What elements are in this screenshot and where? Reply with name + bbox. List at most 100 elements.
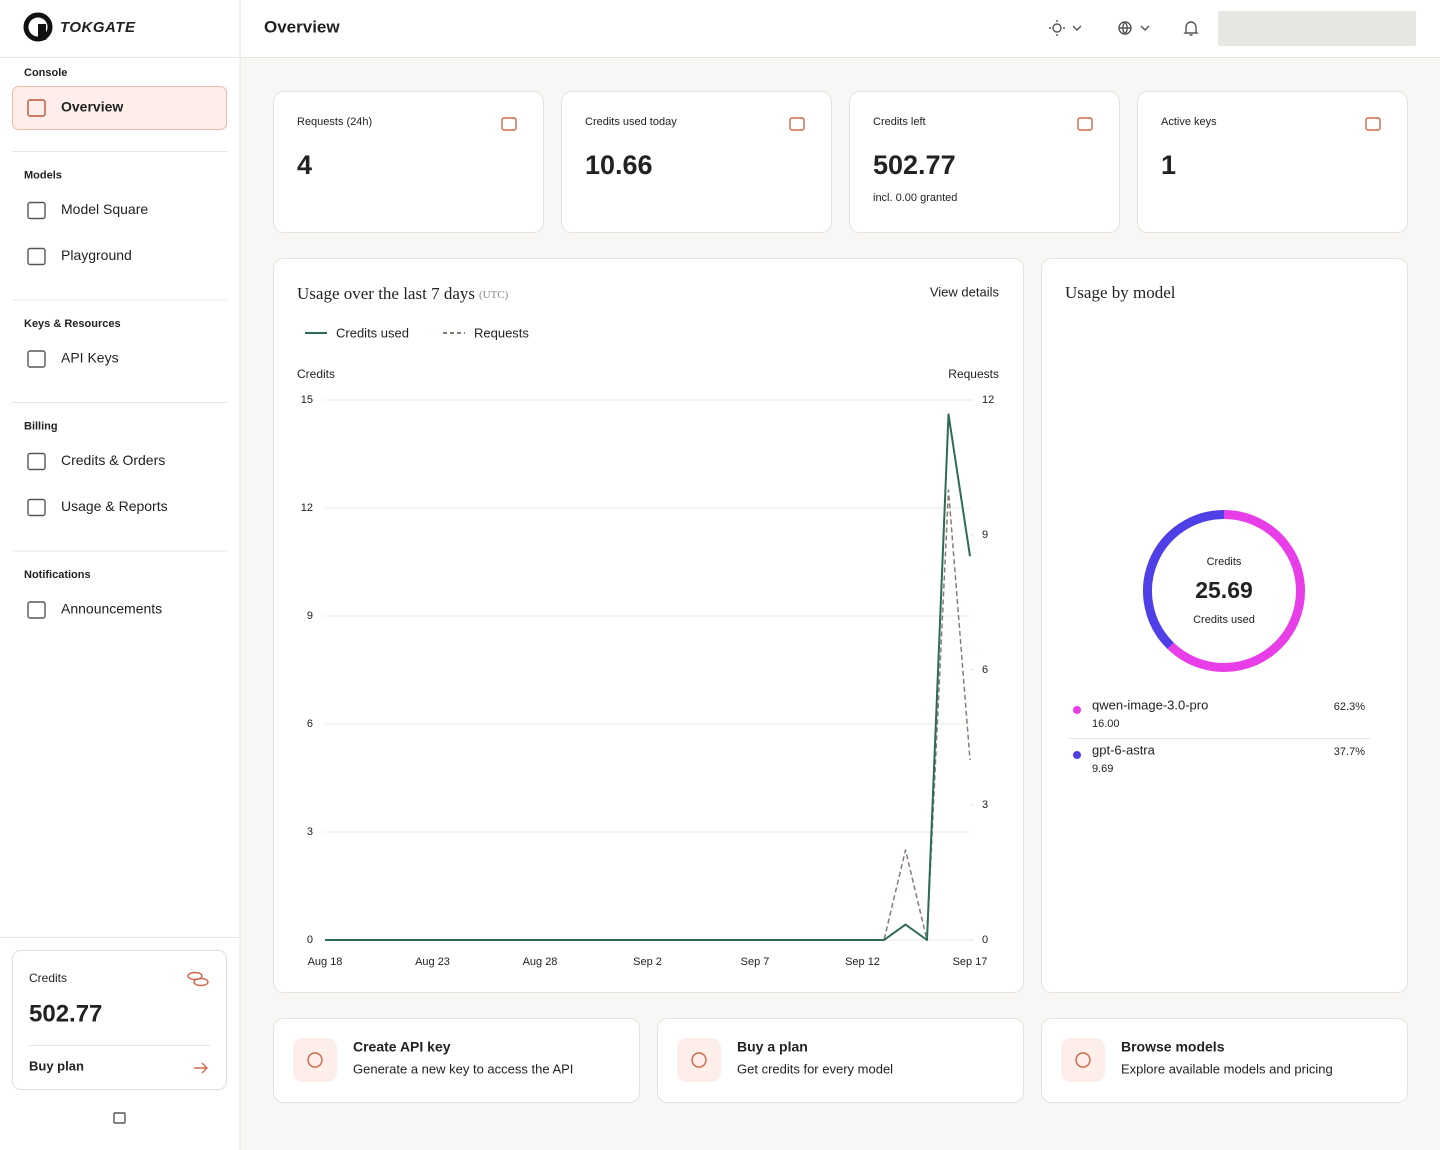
nav-section-label: Notifications <box>24 569 91 581</box>
nav-item[interactable]: Playground <box>61 247 132 263</box>
stat-value: 502.77 <box>873 150 956 180</box>
brand: TOKGATE <box>60 19 136 36</box>
model-percent: 37.7% <box>1334 746 1365 758</box>
nav-item[interactable]: Usage & Reports <box>61 498 168 514</box>
chart-title-note: (UTC) <box>479 289 509 301</box>
x-tick-label: Sep 17 <box>953 956 988 968</box>
nav-section-label: Console <box>24 67 67 79</box>
donut-total: 25.69 <box>1195 577 1253 603</box>
view-details-link[interactable]: View details <box>930 284 1000 299</box>
stat-label: Active keys <box>1161 116 1217 128</box>
y-tick-label: 15 <box>301 394 313 406</box>
y2-tick-label: 3 <box>982 799 988 811</box>
x-tick-label: Sep 7 <box>741 956 770 968</box>
nav-item[interactable]: Announcements <box>61 601 162 617</box>
x-tick-label: Aug 28 <box>523 956 558 968</box>
stat-icon <box>1365 117 1381 131</box>
x-tick-label: Sep 2 <box>633 956 662 968</box>
action-text: Get credits for every model <box>737 1061 893 1076</box>
nav-active-bg[interactable] <box>12 86 227 130</box>
nav-icon <box>27 498 46 517</box>
stat-value: 4 <box>297 150 312 180</box>
legend-label: Requests <box>474 325 529 340</box>
action-icon <box>691 1052 707 1068</box>
nav-section-label: Models <box>24 169 62 181</box>
chart-card <box>273 258 1024 993</box>
y-axis-label: Credits <box>297 367 335 381</box>
notifications-button[interactable] <box>1183 21 1199 36</box>
action-title[interactable]: Browse models <box>1121 1039 1225 1055</box>
account-placeholder[interactable] <box>1218 11 1416 46</box>
action-icon <box>1075 1052 1091 1068</box>
action-icon-bg <box>1061 1038 1105 1082</box>
action-card[interactable] <box>273 1018 640 1103</box>
y2-tick-label: 6 <box>982 664 988 676</box>
collapse-sidebar[interactable] <box>113 1112 126 1124</box>
credits-label: Credits <box>29 971 67 985</box>
action-card[interactable] <box>1041 1018 1408 1103</box>
model-credits: 16.00 <box>1092 718 1120 730</box>
nav-item[interactable]: Overview <box>61 99 123 115</box>
series-line <box>325 413 971 941</box>
stat-icon <box>789 117 805 131</box>
stat-card <box>273 91 544 233</box>
nav-icon <box>27 247 46 266</box>
stat-card <box>849 91 1120 233</box>
arrow-icon[interactable] <box>194 1062 208 1074</box>
donut-center-label: Credits <box>1207 556 1242 568</box>
model-percent: 62.3% <box>1334 701 1365 713</box>
y2-tick-label: 0 <box>982 934 988 946</box>
nav-icon <box>27 601 46 619</box>
action-card[interactable] <box>657 1018 1024 1103</box>
legend-label: Credits used <box>336 325 409 340</box>
logo <box>23 12 53 42</box>
nav-icon <box>27 350 46 368</box>
stat-icon <box>501 117 517 131</box>
nav-section-label: Billing <box>24 420 58 432</box>
language-toggle[interactable] <box>1118 21 1150 35</box>
donut-slice <box>1167 510 1305 672</box>
stat-value: 1 <box>1161 150 1176 180</box>
stat-label: Credits left <box>873 116 926 128</box>
y-tick-label: 9 <box>307 610 313 622</box>
donut-slice <box>1143 510 1225 650</box>
theme-toggle[interactable] <box>1049 20 1082 36</box>
nav-item[interactable]: Model Square <box>61 201 148 217</box>
y2-tick-label: 9 <box>982 529 988 541</box>
buy-plan[interactable]: Buy plan <box>29 1058 84 1073</box>
donut-total-label: Credits used <box>1193 614 1255 626</box>
stat-card <box>1137 91 1408 233</box>
credits-value: 502.77 <box>29 1000 102 1027</box>
action-icon-bg <box>293 1038 337 1082</box>
legend-dot <box>1073 706 1081 714</box>
nav-item[interactable]: Credits & Orders <box>61 452 165 468</box>
nav-icon <box>27 452 46 471</box>
action-title[interactable]: Create API key <box>353 1039 451 1055</box>
page-title: Overview <box>264 17 340 36</box>
y2-axis-label: Requests <box>948 367 999 381</box>
stat-icon <box>1077 117 1093 131</box>
chart-title: Usage over the last 7 days (UTC) <box>297 284 509 303</box>
stat-label: Credits used today <box>585 116 677 128</box>
stat-card <box>561 91 832 233</box>
y-tick-label: 6 <box>307 718 313 730</box>
x-tick-label: Aug 23 <box>415 956 450 968</box>
nav-icon <box>27 99 46 117</box>
action-title[interactable]: Buy a plan <box>737 1039 808 1055</box>
model-name: gpt-6-astra <box>1092 742 1156 757</box>
legend-dot <box>1073 751 1081 759</box>
y2-tick-label: 12 <box>982 394 994 406</box>
stat-value: 10.66 <box>585 150 653 180</box>
nav-item[interactable]: API Keys <box>61 350 119 366</box>
model-name: qwen-image-3.0-pro <box>1092 697 1208 712</box>
action-icon-bg <box>677 1038 721 1082</box>
model-credits: 9.69 <box>1092 763 1113 775</box>
credits-card <box>12 950 227 1090</box>
nav-icon <box>27 201 46 220</box>
y-tick-label: 12 <box>301 502 313 514</box>
chart-title-text: Usage over the last 7 days <box>297 284 475 303</box>
stat-label: Requests (24h) <box>297 116 372 128</box>
model-usage-card <box>1041 258 1408 993</box>
